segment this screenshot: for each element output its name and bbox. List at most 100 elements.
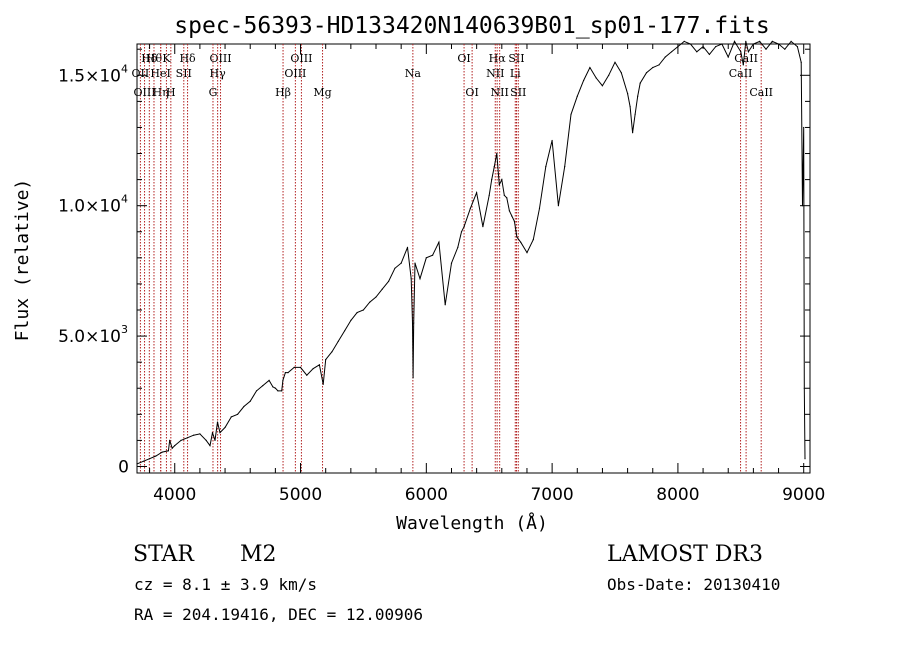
y-tick-label: 5.0×10 [58, 327, 121, 347]
spectrum-point [804, 458, 806, 460]
spectrum-point [796, 46, 799, 48]
spectrum-point [249, 400, 251, 402]
spectrum-point [800, 61, 802, 63]
spectrum-point [268, 379, 270, 381]
spectrum-point [803, 387, 805, 389]
spectrum-point [493, 166, 495, 168]
spectrum-point [205, 439, 207, 441]
spectrum-point [186, 437, 188, 439]
spectrum-point [632, 132, 634, 134]
spectrum-point [281, 390, 283, 392]
spectrum-point [595, 77, 597, 79]
spectrum-point [708, 53, 711, 56]
spectrum-point [216, 421, 219, 423]
spectrum-point [369, 301, 371, 303]
spectrum-point [414, 262, 416, 264]
spectrum-point [230, 416, 232, 418]
spectrum-point [237, 413, 239, 415]
spectrum-line [136, 40, 806, 465]
spectrum-point [214, 439, 216, 441]
x-tick-label: 6000 [405, 485, 448, 505]
spectral-line-label: SII [508, 52, 524, 65]
spectrum-point [771, 40, 773, 43]
spectrum-point [620, 72, 622, 74]
spectrum-point [312, 368, 314, 370]
spectrum-point [318, 364, 320, 366]
spectral-line-label: H [166, 86, 176, 99]
object-subclass: M2 [240, 542, 277, 567]
spectrum-point [501, 179, 503, 181]
x-tick-label: 4000 [153, 485, 196, 505]
spectrum-point [658, 64, 660, 66]
spectrum-point [538, 207, 541, 209]
spectrum-point [284, 372, 286, 374]
spectrum-point [219, 432, 221, 434]
spectrum-point [637, 95, 639, 97]
spectrum-point [211, 432, 214, 434]
spectral-line-label: OI [465, 86, 478, 99]
spectrum-point [272, 386, 274, 388]
spectrum-point [645, 72, 648, 74]
spectrum-point [400, 262, 402, 264]
spectrum-point [180, 439, 182, 441]
spectrum-point [601, 85, 604, 87]
spectrum-point [589, 66, 591, 69]
spectrum-point [411, 322, 414, 324]
spectrum-point [167, 450, 169, 452]
spectrum-point [413, 322, 415, 324]
spectrum-point [733, 40, 736, 43]
spectrum-point [689, 43, 692, 45]
spectrum-point [277, 390, 279, 392]
spectrum-point [450, 262, 453, 264]
spectrum-point [262, 385, 264, 387]
y-axis-label: Flux (relative) [12, 179, 33, 342]
spectrum-point [742, 64, 744, 66]
spectrum-point [803, 126, 805, 129]
spectral-line-label: NII [491, 86, 509, 99]
spectral-line-label: CaII [734, 52, 758, 65]
spectrum-point [506, 197, 508, 199]
y-tick-exponent: 4 [121, 193, 128, 206]
spectrum-point [745, 40, 747, 43]
spectral-line-label: Hθ [146, 52, 163, 65]
spectrum-point [765, 48, 767, 50]
spectrum-point [444, 304, 446, 306]
spectrum-point [199, 433, 201, 435]
spectral-line-label: OIII [290, 52, 312, 65]
spectrum-point [629, 106, 631, 108]
spectrum-point [488, 194, 490, 196]
spectrum-point [715, 46, 717, 48]
spectrum-point [193, 434, 195, 436]
spectral-line-label: Li [510, 67, 521, 80]
spectrum-point [721, 43, 723, 45]
spectrum-point [545, 166, 547, 168]
spectrum-point [224, 426, 226, 428]
y-tick-label: 0 [118, 457, 129, 477]
spectral-line-label: OIII [134, 86, 156, 99]
x-tick-label: 7000 [530, 485, 573, 505]
spectrum-point [287, 372, 289, 374]
spectrum-point [564, 166, 566, 168]
spectrum-point [634, 113, 636, 115]
spectrum-point [576, 95, 578, 97]
spectral-line-label: Hγ [210, 67, 227, 80]
spectrum-point [350, 319, 352, 321]
spectral-line-label: OIII [209, 52, 231, 65]
spectral-line-label: CaII [729, 67, 753, 80]
y-tick-label: 1.0×10 [58, 197, 121, 217]
plot-area [136, 43, 811, 474]
x-axis-label: Wavelength (Å) [396, 512, 548, 534]
spectrum-point [526, 252, 528, 254]
spectral-line-label: Hα [489, 52, 507, 65]
survey-name: LAMOST DR3 [607, 542, 763, 567]
spectrum-point [406, 246, 409, 248]
spectrum-series [136, 40, 806, 465]
spectrum-point [322, 383, 324, 385]
spectrum-point [469, 207, 471, 209]
spectrum-point [759, 40, 761, 43]
spectrum-point [325, 359, 327, 361]
spectrum-point [532, 239, 534, 241]
spectral-line-label: CaII [749, 86, 773, 99]
spectrum-point [727, 56, 729, 58]
